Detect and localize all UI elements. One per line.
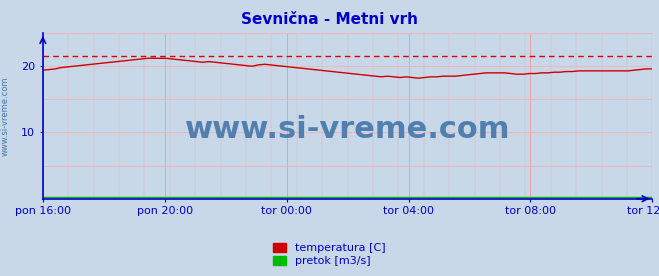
Text: www.si-vreme.com: www.si-vreme.com <box>1 76 10 156</box>
Text: Sevnična - Metni vrh: Sevnična - Metni vrh <box>241 12 418 27</box>
Text: www.si-vreme.com: www.si-vreme.com <box>185 115 510 144</box>
Legend: temperatura [C], pretok [m3/s]: temperatura [C], pretok [m3/s] <box>269 238 390 270</box>
